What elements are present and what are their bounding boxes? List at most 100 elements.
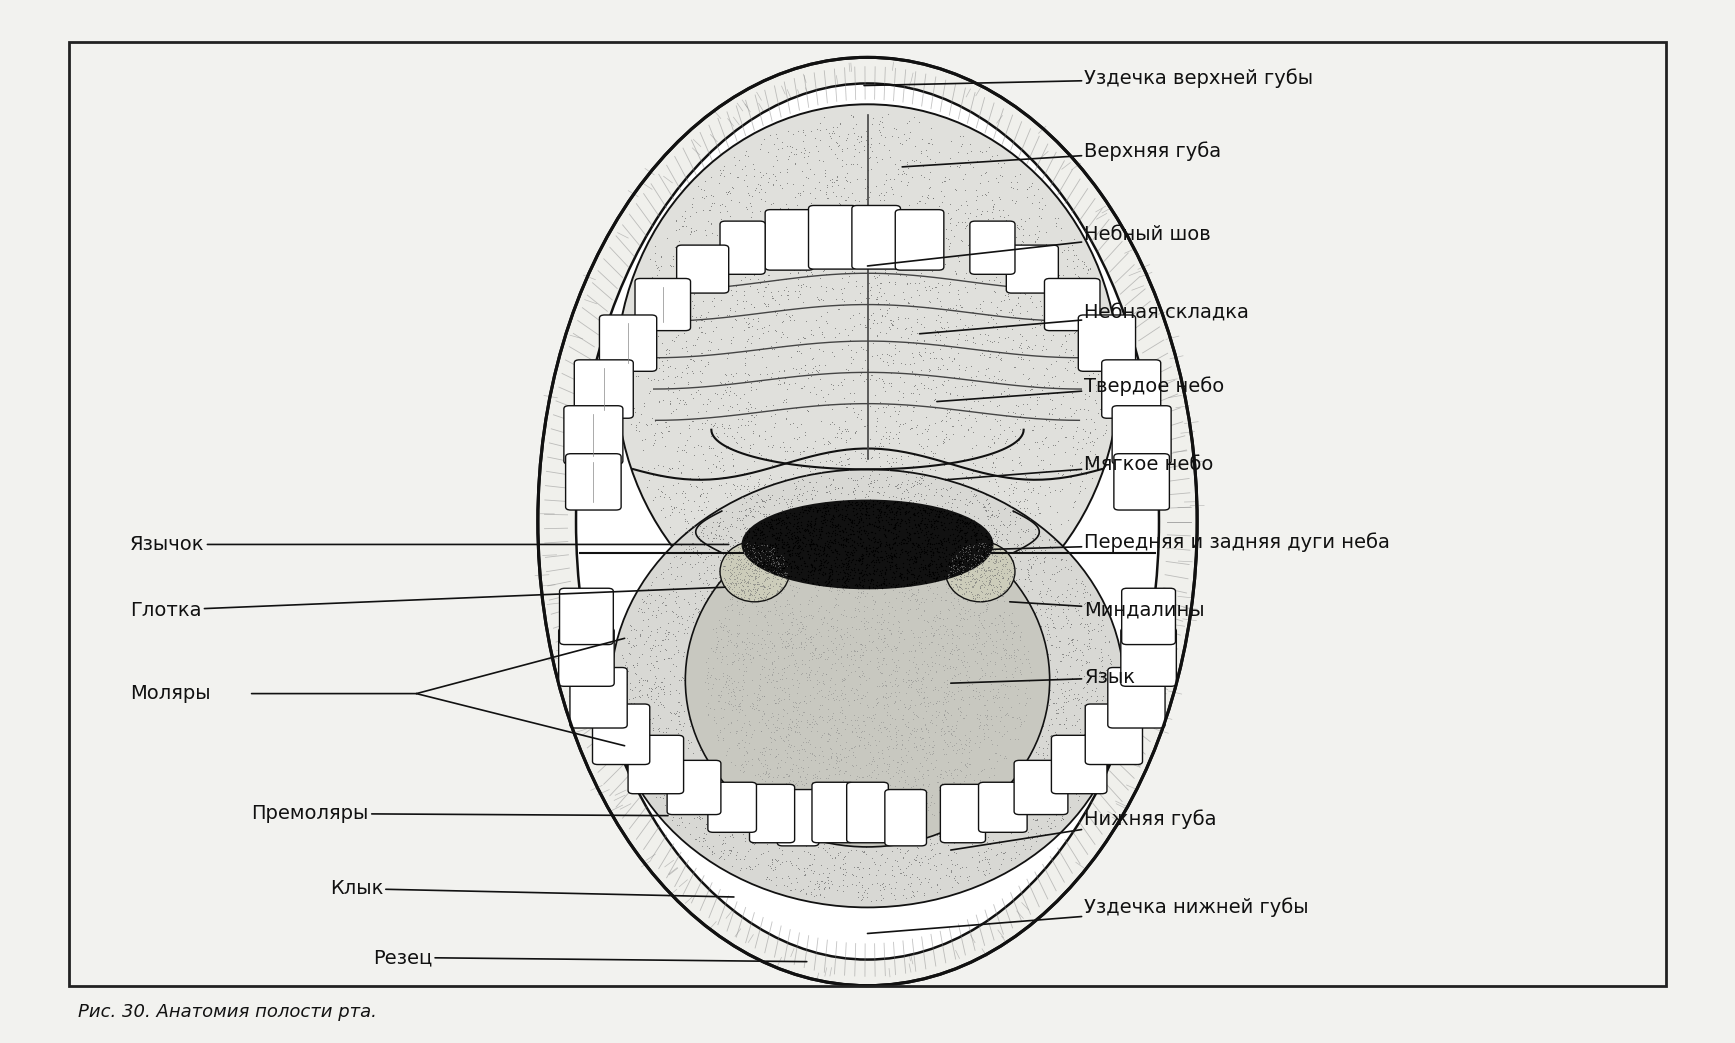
Point [1058,342,1086,359]
Point [907,874,935,891]
Point [841,580,869,597]
Point [635,385,663,402]
Point [972,550,999,566]
Point [959,722,987,738]
Point [677,208,704,224]
Point [939,427,966,443]
Point [1020,635,1048,652]
Point [748,583,776,600]
Point [703,685,730,702]
Point [996,440,1024,457]
Point [739,480,767,496]
Point [840,480,868,496]
Point [921,663,949,680]
Point [836,738,864,755]
Point [885,549,913,565]
Point [852,519,880,536]
Point [1076,605,1103,622]
Point [723,636,751,653]
Point [949,554,977,571]
Point [992,631,1020,648]
Point [682,669,710,685]
Point [1038,820,1065,836]
Point [729,581,756,598]
Point [984,529,1012,545]
Point [817,518,845,535]
Point [949,692,977,708]
Point [819,381,847,397]
Point [996,512,1024,529]
Point [723,262,751,278]
Point [966,592,994,609]
Point [753,757,781,774]
Point [848,776,876,793]
Point [937,562,965,579]
Point [973,650,1001,666]
Point [857,129,885,146]
Point [805,536,833,553]
Point [838,739,866,756]
Point [776,216,803,233]
Point [1046,785,1074,802]
Point [715,604,743,621]
Point [894,842,921,858]
Point [874,723,902,739]
Point [921,349,949,366]
Point [670,672,697,688]
Point [755,843,782,859]
Point [817,792,845,808]
Point [907,254,935,271]
Point [1053,250,1081,267]
Point [862,757,890,774]
Point [852,538,880,555]
Point [845,786,873,803]
Point [796,686,824,703]
Point [763,283,791,299]
Point [774,161,802,177]
Point [706,517,734,534]
Point [1012,759,1039,776]
Point [1008,640,1036,657]
Point [979,203,1006,220]
Point [855,618,883,635]
Point [838,537,866,554]
Point [812,523,840,539]
Point [741,599,769,615]
Point [777,584,805,601]
Point [1010,784,1038,801]
Point [904,300,932,317]
Point [845,806,873,823]
Point [972,670,999,686]
Point [871,559,899,576]
Point [835,125,862,142]
Point [892,504,920,520]
Point [895,714,923,731]
Point [833,692,861,708]
Point [774,766,802,782]
Point [753,590,781,607]
Point [906,193,933,210]
Text: Небная складка: Небная складка [920,304,1249,334]
Point [841,576,869,592]
Point [869,626,897,642]
Point [671,299,699,316]
Point [795,590,822,607]
Point [727,390,755,407]
Point [890,630,918,647]
Point [855,860,883,877]
Point [916,617,944,634]
Point [704,543,732,560]
Point [810,880,838,897]
Point [838,547,866,563]
Point [732,755,760,772]
Point [947,417,975,434]
Point [776,308,803,324]
Point [822,501,850,517]
Point [1034,361,1062,378]
Point [815,573,843,589]
Point [633,416,661,433]
Point [630,751,658,768]
Point [647,588,675,605]
Point [1010,365,1038,382]
Point [923,545,951,562]
